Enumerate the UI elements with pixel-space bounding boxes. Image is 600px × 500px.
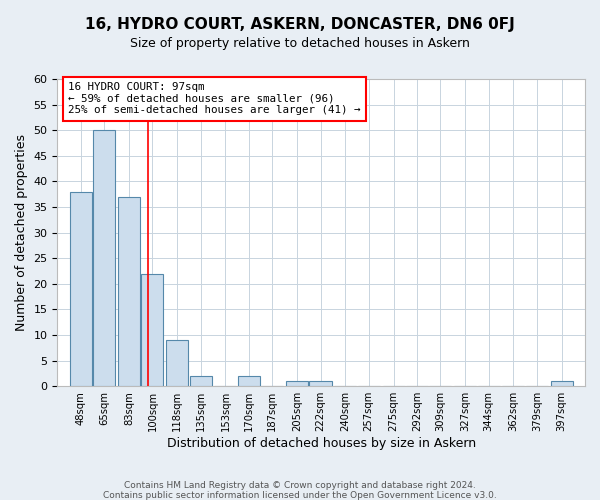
Y-axis label: Number of detached properties: Number of detached properties [15,134,28,331]
Text: 16, HYDRO COURT, ASKERN, DONCASTER, DN6 0FJ: 16, HYDRO COURT, ASKERN, DONCASTER, DN6 … [85,18,515,32]
Bar [238,376,260,386]
Bar [551,381,572,386]
Bar [190,376,212,386]
X-axis label: Distribution of detached houses by size in Askern: Distribution of detached houses by size … [167,437,476,450]
Bar [70,192,92,386]
Bar [286,381,308,386]
Text: Contains public sector information licensed under the Open Government Licence v3: Contains public sector information licen… [103,491,497,500]
Text: Contains HM Land Registry data © Crown copyright and database right 2024.: Contains HM Land Registry data © Crown c… [124,481,476,490]
Text: 16 HYDRO COURT: 97sqm
← 59% of detached houses are smaller (96)
25% of semi-deta: 16 HYDRO COURT: 97sqm ← 59% of detached … [68,82,361,116]
Bar [118,197,140,386]
Bar [142,274,163,386]
Bar [93,130,115,386]
Text: Size of property relative to detached houses in Askern: Size of property relative to detached ho… [130,38,470,51]
Bar [166,340,188,386]
Bar [310,381,332,386]
